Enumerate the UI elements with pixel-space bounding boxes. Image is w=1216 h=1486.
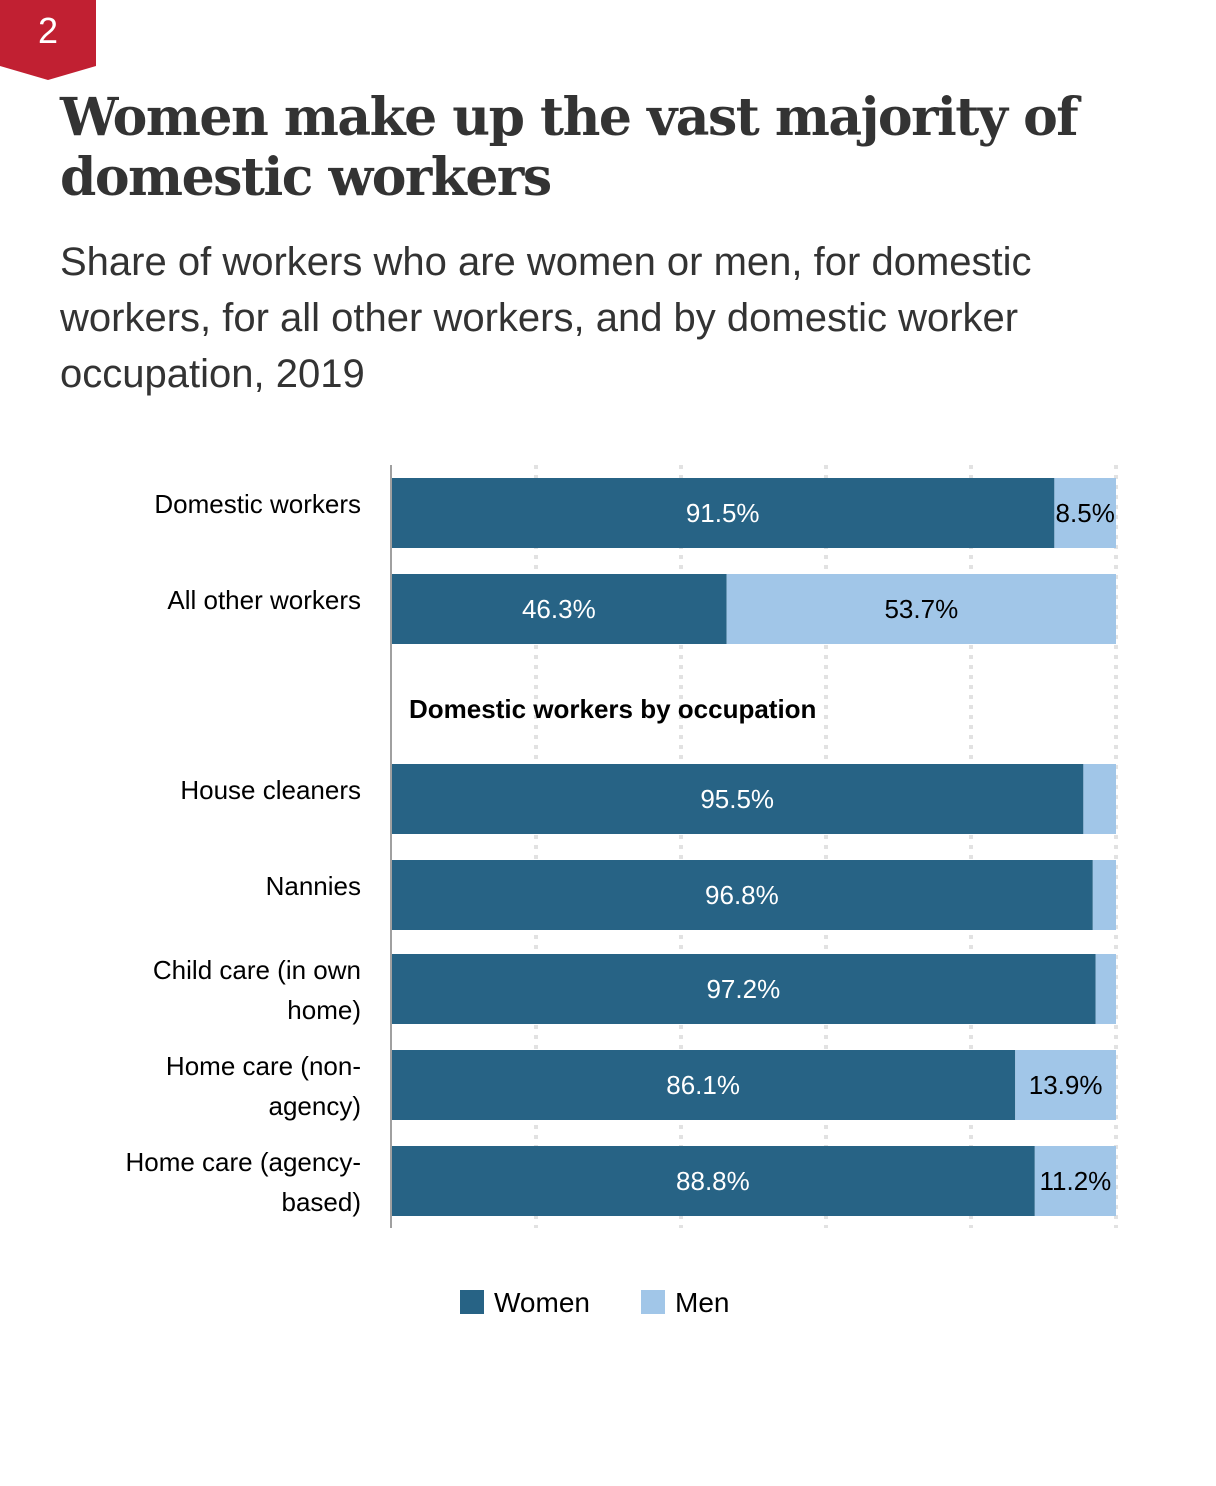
- bar-men: [1083, 764, 1116, 834]
- bar-women: [392, 954, 1096, 1024]
- value-label-women: 97.2%: [706, 974, 780, 1004]
- legend-swatch: [641, 1290, 665, 1314]
- bar-group: 88.8% 11.2%: [392, 1146, 1116, 1216]
- chart-number-badge: 2: [0, 0, 96, 80]
- bar-men: [1034, 1146, 1116, 1216]
- bar-men: [1054, 478, 1116, 548]
- badge-shape: [0, 0, 96, 80]
- value-label-women: 95.5%: [700, 784, 774, 814]
- value-label-men: 8.5%: [1056, 498, 1115, 528]
- value-label-men: 13.9%: [1029, 1070, 1103, 1100]
- value-label-women: 91.5%: [686, 498, 760, 528]
- chart-subtitle: Share of workers who are women or men, f…: [60, 240, 1032, 396]
- bar-men: [1092, 860, 1116, 930]
- bar-group: 46.3% 53.7%: [392, 574, 1116, 644]
- bar-women: [392, 860, 1093, 930]
- category-label: House cleaners: [180, 775, 361, 805]
- category-label-line: agency): [269, 1091, 362, 1121]
- bar-women: [392, 574, 727, 644]
- category-label-line: House cleaners: [180, 775, 361, 805]
- section-label: Domestic workers by occupation: [409, 694, 816, 724]
- category-label-line: Home care (agency-: [125, 1147, 361, 1177]
- category-label: Nannies: [266, 871, 361, 901]
- legend-item-men: Men: [641, 1287, 729, 1318]
- bar-group: 86.1% 13.9%: [392, 1050, 1116, 1120]
- category-label-line: Nannies: [266, 871, 361, 901]
- bar-women: [392, 1146, 1035, 1216]
- category-label: Home care (non-agency): [166, 1051, 361, 1121]
- bar-women: [392, 1050, 1016, 1120]
- gridlines: [534, 465, 1118, 1228]
- value-label-women: 86.1%: [666, 1070, 740, 1100]
- category-label-line: home): [287, 995, 361, 1025]
- value-label-men: 53.7%: [884, 594, 958, 624]
- category-label-line: Domestic workers: [154, 489, 361, 519]
- bar-women: [392, 764, 1084, 834]
- bar-group: 91.5% 8.5%: [392, 478, 1116, 548]
- bar-men: [1015, 1050, 1116, 1120]
- legend-swatch: [460, 1290, 484, 1314]
- category-label: Home care (agency-based): [125, 1147, 361, 1217]
- chart-title: Women make up the vast majority of domes…: [60, 87, 1079, 208]
- category-label: Child care (in own home): [153, 955, 361, 1025]
- badge-number: 2: [37, 10, 59, 51]
- category-label-line: All other workers: [167, 585, 361, 615]
- bars: 91.5% 8.5% 46.3% 53.7% 95.5% 96.8% 97.2% 86.1% 1…: [392, 478, 1116, 1216]
- legend-label: Men: [675, 1287, 729, 1318]
- bar-group: 97.2%: [392, 954, 1116, 1024]
- value-label-women: 88.8%: [676, 1166, 750, 1196]
- bar-women: [392, 478, 1055, 548]
- bar-men: [726, 574, 1116, 644]
- legend-item-women: Women: [460, 1287, 590, 1318]
- category-label: All other workers: [167, 585, 361, 615]
- bar-group: 96.8%: [392, 860, 1116, 930]
- bar-men: [1095, 954, 1116, 1024]
- category-label-line: Child care (in own: [153, 955, 361, 985]
- category-label: Domestic workers: [154, 489, 361, 519]
- value-label-women: 46.3%: [522, 594, 596, 624]
- category-labels: Domestic workers All other workers House c…: [125, 489, 361, 1217]
- category-label-line: based): [282, 1187, 362, 1217]
- legend-label: Women: [494, 1287, 590, 1318]
- stacked-bar-chart: 91.5% 8.5% 46.3% 53.7% 95.5% 96.8% 97.2% 86.1% 1…: [125, 465, 1118, 1318]
- bar-group: 95.5%: [392, 764, 1116, 834]
- legend: Women Men: [460, 1287, 729, 1318]
- value-label-women: 96.8%: [705, 880, 779, 910]
- category-label-line: Home care (non-: [166, 1051, 361, 1081]
- value-label-men: 11.2%: [1040, 1166, 1112, 1196]
